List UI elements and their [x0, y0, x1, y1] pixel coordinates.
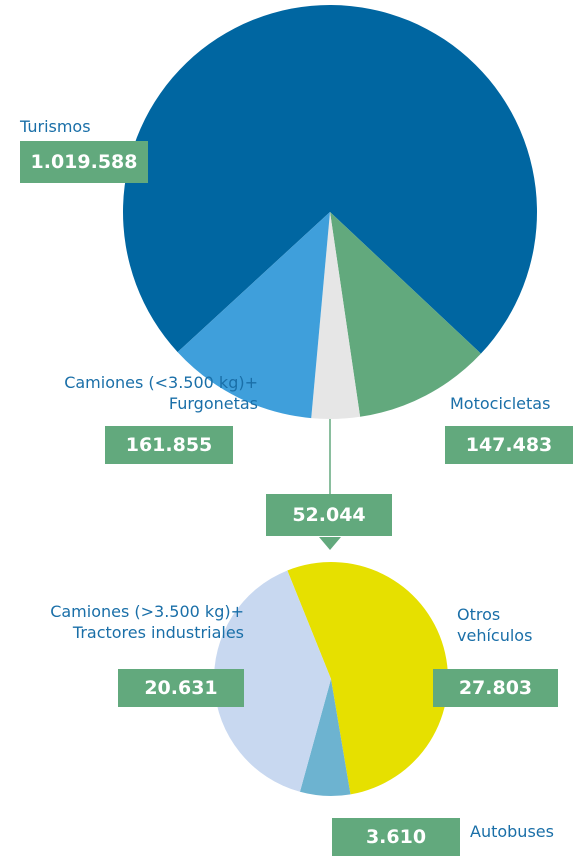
pie-slice — [214, 570, 331, 792]
category-label: Camiones (>3.500 kg)+ Tractores industri… — [50, 602, 244, 642]
value-label: 161.855 — [105, 426, 233, 464]
pie-slice — [287, 562, 448, 795]
pie-slice — [311, 212, 361, 419]
value-label: 147.483 — [445, 426, 573, 464]
pie-slice — [299, 679, 351, 796]
category-label: Turismos — [20, 117, 91, 136]
value-label: 1.019.588 — [20, 141, 148, 183]
category-label: Motocicletas — [450, 394, 551, 413]
value-label: 27.803 — [433, 669, 558, 707]
value-label: 52.044 — [266, 494, 392, 536]
value-label: 20.631 — [118, 669, 244, 707]
category-label: Autobuses — [470, 822, 554, 841]
pie-slice — [123, 5, 538, 354]
connector-arrow — [319, 537, 341, 550]
category-label: Otros vehículos — [457, 605, 533, 645]
pie-slice — [330, 212, 481, 417]
value-label: 3.610 — [332, 818, 460, 856]
category-label: Camiones (<3.500 kg)+ Furgonetas — [64, 373, 258, 413]
pie-slice — [177, 212, 330, 419]
